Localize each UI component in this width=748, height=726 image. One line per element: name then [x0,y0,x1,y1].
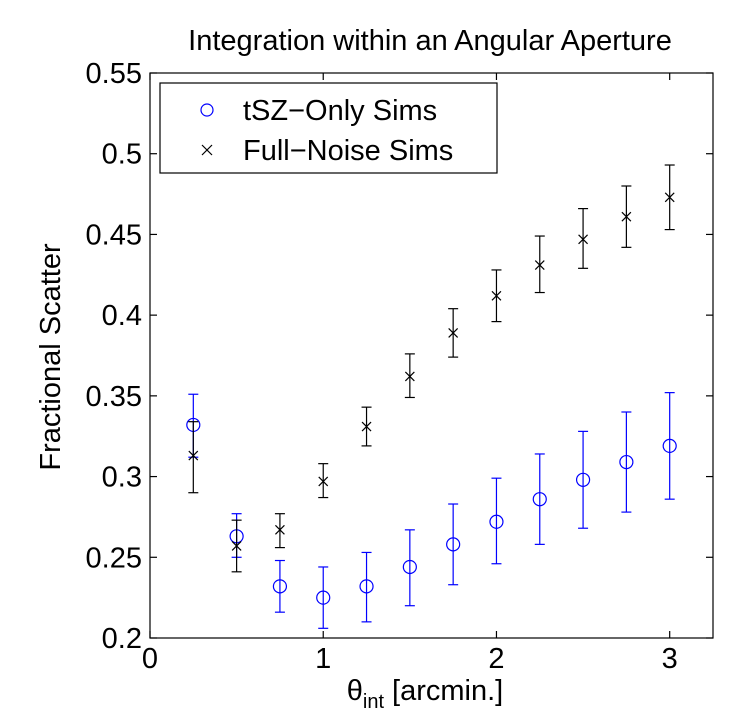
data-point-circle [489,514,504,529]
axes: 0 1 2 3 0.2 0.25 0.3 0.35 0.4 0.45 0.5 0.55 [86,58,714,675]
y-tick-label: 0.45 [86,219,142,251]
x-tick-label: 0 [142,643,158,675]
data-point-x [318,476,329,487]
data-point-x [404,371,415,382]
data-point-x [621,211,632,222]
y-tick-label: 0.25 [86,542,142,574]
legend-x-marker [201,144,213,156]
data-point-x [448,327,459,338]
data-point-x [188,450,199,461]
data-point-circle [662,438,677,453]
data-point-x-stroke [534,260,545,271]
data-point-x-stroke [491,290,502,301]
data-point-x-stroke [621,211,632,222]
y-tick-label: 0.35 [86,381,142,413]
y-tick-label: 0.4 [102,300,142,332]
y-tick-label: 0.2 [102,623,142,655]
data-point-circle [532,492,547,507]
legend-label-full-noise: Full−Noise Sims [243,135,453,167]
x-tick-label: 3 [662,643,678,675]
series-full-noise [188,164,675,573]
data-point-x-stroke [188,450,199,461]
x-axis-label-subscript: int [363,691,385,713]
y-tick-label: 0.5 [102,139,142,171]
data-point-x-stroke [448,327,459,338]
legend-label-tsz: tSZ−Only Sims [243,95,437,127]
data-point-x-stroke [318,476,329,487]
plot-area [186,164,677,629]
data-point-x-stroke [361,421,372,432]
data-point-x-stroke [404,371,415,382]
y-axis-label: Fractional Scatter [35,243,67,471]
data-point-x [361,421,372,432]
series-tsz-only [186,392,677,629]
data-point-x-stroke [664,192,675,203]
data-point-x-stroke [578,234,589,245]
data-point-x-stroke [274,524,285,535]
data-point-circle [619,454,634,470]
x-axis-label: θint [arcmin.] [347,675,504,713]
y-tick-label: 0.3 [102,462,142,494]
legend-box [159,82,498,174]
data-point-x [274,524,285,535]
data-point-circle [316,590,331,605]
data-point-circle [359,579,374,594]
data-point-x [491,290,502,301]
x-axis-label-theta: θ [347,675,363,707]
data-point-x [231,541,242,551]
x-axis-label-units: [arcmin.] [384,675,503,707]
data-point-x [534,260,545,271]
data-point-x-stroke [231,541,242,551]
data-point-x [578,234,589,245]
data-point-x [664,192,675,203]
chart-title: Integration within an Angular Aperture [188,25,672,57]
x-tick-label: 1 [315,643,331,675]
data-point-circle [446,537,461,552]
data-point-circle [402,559,417,575]
x-tick-label: 2 [488,643,504,675]
legend: tSZ−Only Sims Full−Noise Sims [159,82,498,174]
data-point-circle [272,579,288,594]
y-tick-label: 0.55 [86,58,142,90]
legend-circle-marker [200,103,214,117]
data-point-circle [575,472,591,487]
axes-frame [149,72,714,639]
